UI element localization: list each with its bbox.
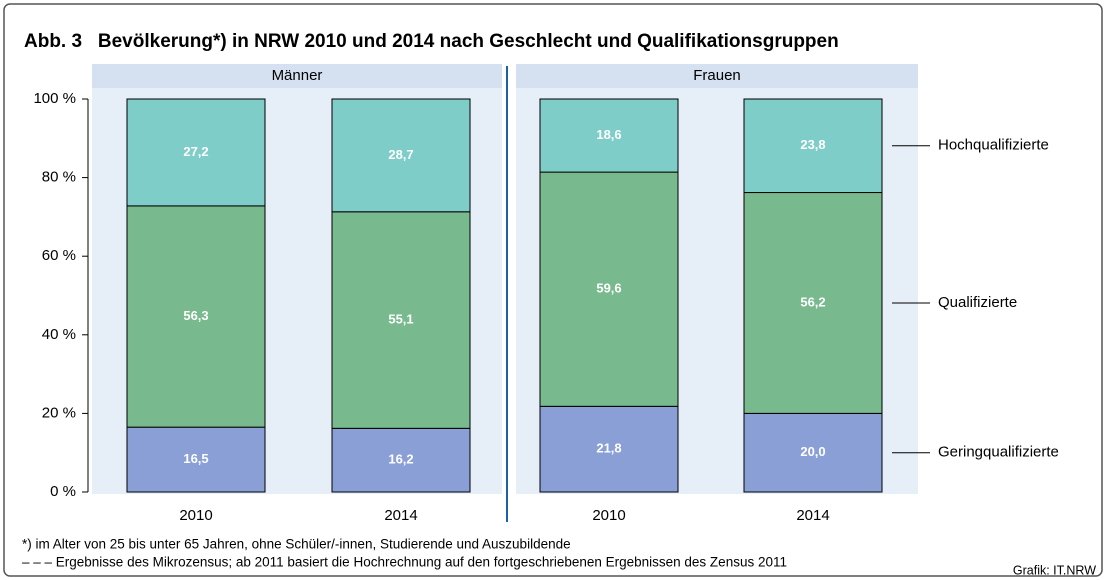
bar-segment — [539, 171, 679, 407]
chart-title: Abb. 3 Bevölkerung*) in NRW 2010 und 201… — [24, 31, 839, 52]
bar-segment — [743, 98, 883, 194]
data-label: 21,8 — [596, 441, 621, 456]
y-tick-label: 0 % — [50, 483, 76, 500]
bar-segment — [743, 412, 883, 493]
bar-segment — [331, 98, 471, 213]
source: Grafik: IT.NRW — [1013, 563, 1096, 577]
x-tick-label: 2010 — [592, 507, 625, 524]
data-label: 16,5 — [183, 451, 208, 466]
data-label: 28,7 — [388, 147, 413, 162]
data-label: 56,3 — [183, 308, 208, 323]
legend-label: Hochqualifizierte — [938, 137, 1049, 154]
data-label: 18,6 — [596, 127, 621, 142]
data-label: 56,2 — [800, 294, 825, 309]
x-tick-label: 2014 — [384, 507, 417, 524]
bar-segment — [331, 427, 471, 493]
y-tick-label: 40 % — [42, 326, 76, 343]
y-tick-label: 100 % — [33, 90, 76, 107]
legend-label: Geringqualifizierte — [938, 444, 1059, 461]
data-label: 27,2 — [183, 144, 208, 159]
y-tick-label: 20 % — [42, 404, 76, 421]
bar-segment — [126, 98, 266, 207]
y-tick-label: 60 % — [42, 247, 76, 264]
bar-segment — [539, 405, 679, 493]
group-header — [92, 64, 502, 88]
y-tick-label: 80 % — [42, 169, 76, 186]
x-tick-label: 2014 — [796, 507, 829, 524]
footnote: *) im Alter von 25 bis unter 65 Jahren, … — [22, 537, 571, 552]
data-label: 55,1 — [388, 312, 413, 327]
bar-segment — [126, 426, 266, 493]
bar-segment — [126, 205, 266, 428]
legend-label: Qualifizierte — [938, 294, 1017, 311]
bar-segment — [331, 211, 471, 429]
data-label: 23,8 — [800, 137, 825, 152]
footnote: – – – Ergebnisse des Mikrozensus; ab 201… — [22, 555, 787, 570]
data-label: 16,2 — [388, 452, 413, 467]
x-tick-label: 2010 — [179, 507, 212, 524]
data-label: 59,6 — [596, 281, 621, 296]
bar-segment — [539, 98, 679, 173]
group-label: Frauen — [693, 67, 741, 84]
data-label: 20,0 — [800, 444, 825, 459]
group-header — [516, 64, 918, 88]
group-label: Männer — [272, 67, 323, 84]
